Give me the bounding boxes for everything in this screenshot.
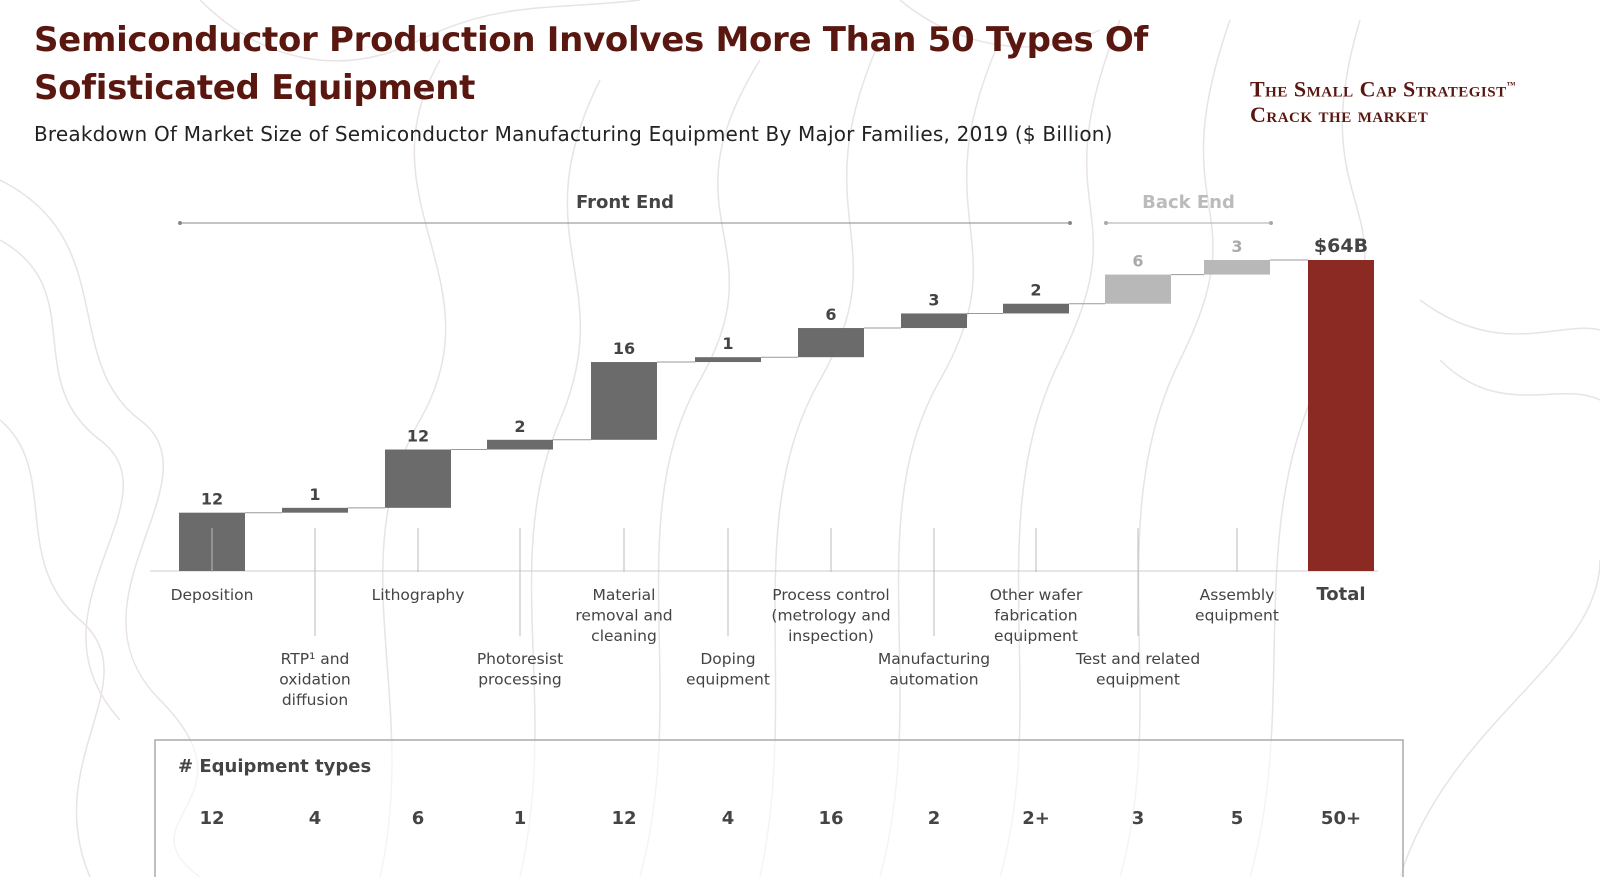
category-label: Assembly xyxy=(1200,586,1275,604)
brand-tagline: Crack the market xyxy=(1250,102,1429,128)
bar-6 xyxy=(798,328,864,358)
equipment-type-count: 5 xyxy=(1231,808,1244,829)
category-label: Material xyxy=(593,586,656,604)
category-label: Doping xyxy=(700,650,755,668)
category-label: Lithography xyxy=(372,586,465,604)
category-label: equipment xyxy=(1195,607,1279,625)
equipment-type-count: 16 xyxy=(818,808,843,829)
value-label: 16 xyxy=(613,339,635,358)
bar-8 xyxy=(1003,303,1069,314)
chart-subtitle: Breakdown Of Market Size of Semiconducto… xyxy=(34,122,1113,146)
category-label: automation xyxy=(889,671,978,689)
value-label: 6 xyxy=(1132,252,1143,271)
equipment-type-count: 12 xyxy=(611,808,636,829)
bar-3 xyxy=(487,439,553,450)
bar-4 xyxy=(591,362,657,440)
segment-bracket-end xyxy=(1068,221,1072,225)
category-label: Other wafer xyxy=(990,586,1083,604)
value-label: $64B xyxy=(1314,235,1368,257)
page-title: Semiconductor Production Involves More T… xyxy=(34,20,1149,108)
bar-9 xyxy=(1105,274,1171,304)
bar-7 xyxy=(901,313,967,329)
category-label: processing xyxy=(478,671,562,689)
bar-1 xyxy=(282,507,348,513)
category-label: Photoresist xyxy=(477,650,563,668)
category-label: fabrication xyxy=(994,607,1077,625)
category-label: diffusion xyxy=(282,691,348,709)
bar-2 xyxy=(385,449,451,508)
value-label: 1 xyxy=(309,485,320,504)
equipment-type-count: 12 xyxy=(199,808,224,829)
segment-bracket-end xyxy=(178,221,182,225)
equipment-type-count: 2 xyxy=(928,808,941,829)
category-label: RTP¹ and xyxy=(281,650,350,668)
value-label: 2 xyxy=(1030,281,1041,300)
equipment-type-count: 4 xyxy=(722,808,735,829)
equipment-type-count: 3 xyxy=(1132,808,1145,829)
value-label: 2 xyxy=(514,417,525,436)
category-label: Deposition xyxy=(171,586,254,604)
value-label: 1 xyxy=(722,334,733,353)
segment-bracket-end xyxy=(1269,221,1273,225)
category-label: equipment xyxy=(994,627,1078,645)
category-label: Manufacturing xyxy=(878,650,990,668)
category-label: equipment xyxy=(686,671,770,689)
brand-logo: The Small Cap Strategist™ Crack the mark… xyxy=(1250,72,1516,128)
category-label: Test and related xyxy=(1075,650,1200,668)
value-label: 3 xyxy=(928,290,939,309)
brand-name: The Small Cap Strategist xyxy=(1250,76,1507,102)
value-label: 3 xyxy=(1231,237,1242,256)
segment-label: Back End xyxy=(1142,192,1235,213)
category-label: inspection) xyxy=(788,627,874,645)
category-label: (metrology and xyxy=(771,607,890,625)
equipment-types-box xyxy=(154,739,1404,877)
category-label: cleaning xyxy=(591,627,657,645)
segment-bracket-end xyxy=(1104,221,1108,225)
equipment-type-count: 6 xyxy=(412,808,425,829)
bar-11 xyxy=(1308,260,1374,571)
value-label: 6 xyxy=(825,305,836,324)
category-label: equipment xyxy=(1096,671,1180,689)
bar-10 xyxy=(1204,260,1270,275)
category-label: removal and xyxy=(575,607,672,625)
equipment-type-count: 50+ xyxy=(1321,808,1361,829)
equipment-type-count: 2+ xyxy=(1022,808,1050,829)
value-label: 12 xyxy=(407,427,429,446)
category-label: oxidation xyxy=(279,671,351,689)
equipment-type-count: 1 xyxy=(514,808,527,829)
brand-tm: ™ xyxy=(1506,80,1517,90)
segment-label: Front End xyxy=(576,192,674,213)
equipment-types-label: # Equipment types xyxy=(178,756,371,777)
category-label: Process control xyxy=(772,586,889,604)
bar-5 xyxy=(695,357,761,363)
category-label: Total xyxy=(1316,584,1365,605)
equipment-type-count: 4 xyxy=(309,808,322,829)
value-label: 12 xyxy=(201,490,223,509)
